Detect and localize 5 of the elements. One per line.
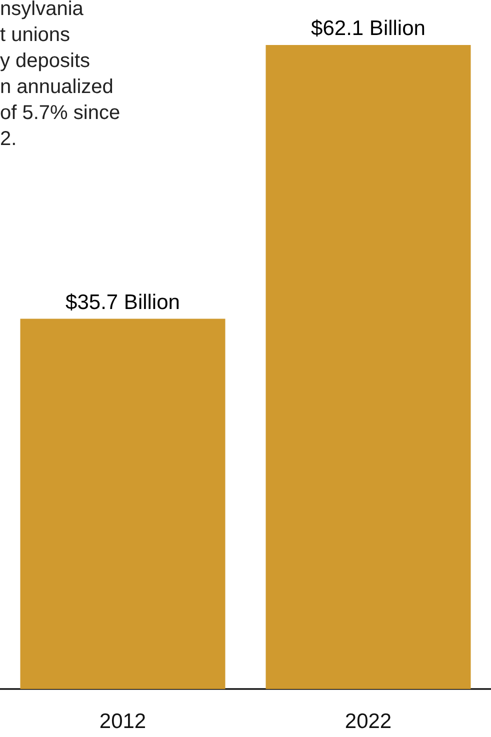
annotation: nsylvania t unions y deposits n annualized of 5.7% since 2. (0, 0, 120, 150)
data-label: $35.7 Billion (66, 290, 180, 314)
data-label: $62.1 Billion (311, 17, 426, 40)
x-tick-label: 2022 (344, 710, 392, 733)
x-tick-label: 2012 (99, 710, 146, 733)
